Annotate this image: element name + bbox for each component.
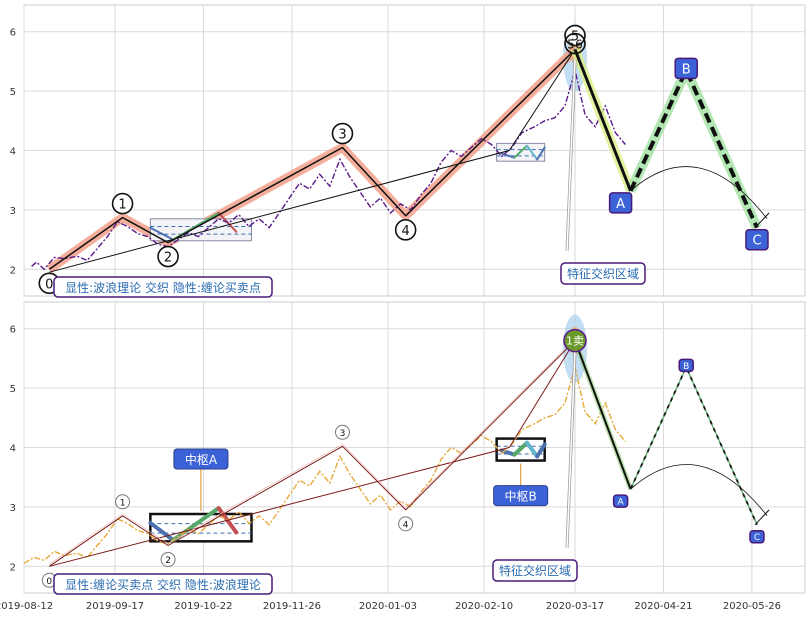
zone-label: 特征交织区域 [567, 266, 639, 281]
y-tick-label: 6 [10, 28, 16, 39]
legend-box [53, 276, 273, 298]
wave-label-circle [398, 516, 414, 532]
wave-label: 2 [164, 251, 172, 266]
center-stroke [149, 226, 175, 241]
wave-label-circle [111, 192, 134, 215]
wave-label: 1 [120, 498, 126, 508]
center-stroke [536, 146, 546, 161]
x-tick-label: 2019-11-26 [263, 601, 321, 612]
wave-label-circle [115, 494, 131, 510]
forecast-label: C [754, 533, 760, 543]
forecast-label-box [612, 494, 629, 508]
y-tick-label: 3 [10, 503, 16, 514]
forecast-label: A [618, 498, 625, 508]
zone-label-box [492, 559, 578, 582]
forecast-label: C [752, 234, 761, 249]
wave-label: 1 [118, 198, 126, 213]
forecast-line [628, 65, 759, 229]
wave-label-circle [160, 551, 176, 567]
y-tick-label: 6 [10, 325, 16, 336]
forecast-line [573, 48, 632, 192]
wave-label: 0 [45, 277, 53, 292]
x-tick-label: 2019-08-12 [0, 601, 53, 612]
zone-arrow-inner [566, 350, 576, 549]
center-box [149, 218, 252, 242]
wave-label: 3 [338, 128, 346, 143]
center-label-box [173, 448, 229, 470]
wave-label-circle [157, 245, 179, 268]
legend-box [53, 573, 273, 595]
trend-line [49, 340, 576, 567]
trend-line [49, 49, 576, 273]
y-tick-label: 4 [10, 444, 16, 455]
wave-line-shadow [49, 338, 576, 565]
sell-label: 1卖 [566, 335, 584, 348]
arc-end-tick [754, 212, 770, 229]
x-tick-label: 2020-05-26 [723, 601, 781, 612]
zone-arrow-inner [566, 59, 576, 252]
center-stroke [500, 152, 516, 159]
center-stroke [512, 440, 529, 457]
forecast-label-box [674, 57, 698, 80]
x-tick-label: 2019-09-17 [86, 601, 144, 612]
center-label-box [493, 485, 549, 507]
y-tick-label: 2 [10, 265, 16, 276]
forecast-label-box [678, 358, 694, 373]
forecast-label: B [683, 362, 689, 372]
center-label: 中枢A [185, 452, 218, 467]
wave-label: 5 [567, 38, 575, 52]
legend-text: 显性:波浪理论 交织 隐性:缠论买卖点 [65, 280, 261, 295]
forecast-label: A [616, 197, 625, 212]
x-tick-label: 2019-10-22 [174, 601, 232, 612]
peak-label-circle [564, 32, 586, 55]
x-axis: 2019-08-12 2019-09-17 2019-10-22 2019-11-26… [0, 601, 781, 612]
wave-label: 5 [571, 30, 579, 45]
wave-label-circle [394, 219, 417, 241]
x-tick-label: 2020-01-03 [359, 601, 417, 612]
center-stroke [535, 442, 547, 459]
forecast-label-box [608, 192, 633, 214]
center-stroke [525, 144, 539, 161]
wave-label: 4 [402, 224, 410, 239]
center-stroke [148, 520, 176, 543]
forecast-label-box [745, 228, 769, 251]
center-stroke [524, 440, 540, 459]
wave-label-circle [334, 424, 350, 440]
wave-label-circle [331, 122, 354, 145]
projection-arc [630, 166, 768, 220]
wave-label-circle [564, 24, 586, 47]
forecast-label-box [749, 529, 765, 544]
legend-text: 显性:缠论买卖点 交织 隐性:波浪理论 [65, 577, 261, 592]
forecast-line [574, 340, 632, 490]
center-label: 中枢B [505, 489, 537, 504]
arc-end-tick [754, 509, 770, 526]
y-tick-label: 5 [10, 87, 16, 98]
peak-label: 6 [575, 38, 583, 52]
x-tick-label: 2020-02-10 [455, 601, 513, 612]
price-line [23, 367, 627, 564]
y-tick-label: 3 [10, 206, 16, 217]
x-tick-label: 2020-04-21 [634, 601, 692, 612]
y-tick-label: 2 [10, 562, 16, 573]
forecast-label: B [682, 62, 691, 77]
y-tick-label: 4 [10, 147, 16, 158]
center-stroke [513, 144, 528, 159]
projection-arc [630, 464, 768, 517]
zone-label-box [560, 262, 646, 285]
wave-line [48, 48, 576, 270]
wave-label: 2 [165, 556, 171, 566]
wave-label: 3 [340, 429, 346, 439]
x-tick-label: 2020-03-17 [546, 601, 604, 612]
y-tick-label: 5 [10, 384, 16, 395]
zone-label: 特征交织区域 [499, 563, 571, 578]
sell-marker [563, 328, 587, 353]
wave-label: 0 [46, 577, 52, 587]
wave-line [49, 340, 576, 567]
price-line [31, 70, 627, 271]
wave-label: 4 [403, 520, 409, 530]
